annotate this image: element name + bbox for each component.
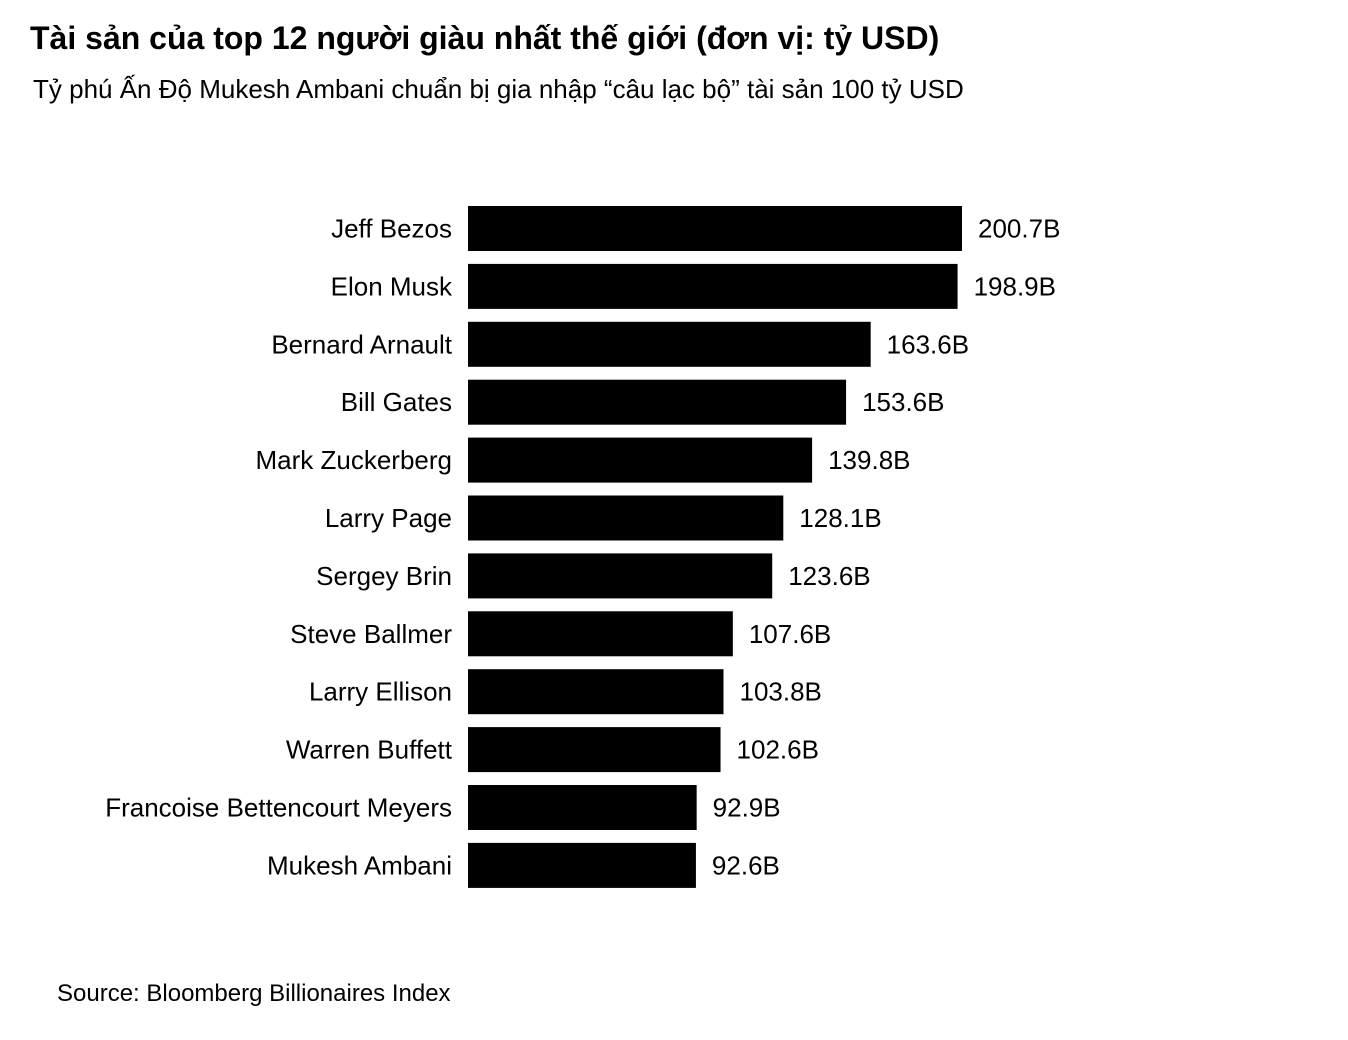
bar <box>468 263 958 309</box>
value-label: 198.9B <box>974 271 1056 301</box>
bar <box>468 669 724 715</box>
bar <box>468 842 696 888</box>
source-note: Source: Bloomberg Billionaires Index <box>57 980 451 1007</box>
value-label: 103.8B <box>739 677 821 707</box>
bar <box>468 495 784 541</box>
category-label: Mark Zuckerberg <box>256 445 453 475</box>
value-label: 92.6B <box>712 850 780 880</box>
category-label: Bill Gates <box>341 387 452 417</box>
category-label: Larry Ellison <box>309 677 452 707</box>
value-label: 200.7B <box>978 214 1060 244</box>
value-label: 107.6B <box>749 619 831 649</box>
value-label: 102.6B <box>737 735 819 765</box>
bar <box>468 321 871 367</box>
bar <box>468 727 721 773</box>
category-label: Francoise Bettencourt Meyers <box>105 793 452 823</box>
chart-title: Tài sản của top 12 người giàu nhất thế g… <box>30 20 940 56</box>
bar <box>468 785 697 830</box>
value-label: 128.1B <box>799 503 881 533</box>
value-label: 92.9B <box>713 793 781 823</box>
category-label: Elon Musk <box>331 271 453 301</box>
category-label: Steve Ballmer <box>290 619 452 649</box>
category-label: Bernard Arnault <box>271 329 452 359</box>
bar <box>468 611 733 657</box>
value-label: 163.6B <box>887 329 969 359</box>
bar <box>468 379 847 425</box>
bar <box>468 553 773 599</box>
bar <box>468 206 962 251</box>
value-label: 139.8B <box>828 445 910 475</box>
category-label: Sergey Brin <box>316 561 452 591</box>
bar <box>468 437 813 483</box>
category-label: Warren Buffett <box>286 735 453 765</box>
category-label: Mukesh Ambani <box>267 850 452 880</box>
value-label: 123.6B <box>788 561 870 591</box>
chart-subtitle: Tỷ phú Ấn Độ Mukesh Ambani chuẩn bị gia … <box>33 74 964 104</box>
value-label: 153.6B <box>862 387 944 417</box>
category-label: Jeff Bezos <box>331 214 452 244</box>
category-label: Larry Page <box>325 503 452 533</box>
